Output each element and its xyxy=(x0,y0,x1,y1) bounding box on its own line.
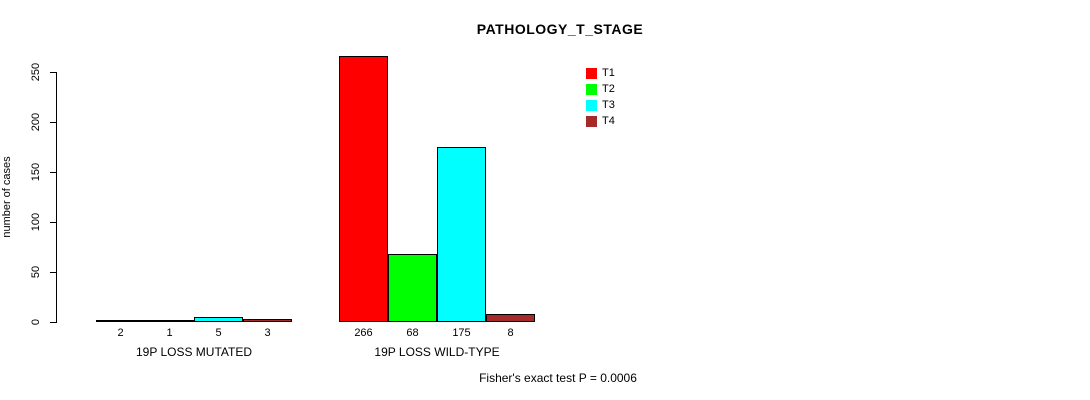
legend-swatch-T3 xyxy=(586,100,597,111)
bar-value-label: 266 xyxy=(354,327,373,339)
bar-T1 xyxy=(339,56,388,322)
y-tick xyxy=(50,122,56,123)
legend-item: T3 xyxy=(586,98,615,113)
y-tick-label: 50 xyxy=(30,265,42,279)
bar-value-label: 175 xyxy=(452,327,471,339)
bar-value-label: 5 xyxy=(215,327,222,339)
y-tick xyxy=(50,222,56,223)
y-tick xyxy=(50,72,56,73)
bar-T4 xyxy=(243,319,292,322)
chart-title: PATHOLOGY_T_STAGE xyxy=(476,21,644,37)
bar-T2 xyxy=(388,254,437,322)
bar-T2 xyxy=(145,320,194,322)
bar-T3 xyxy=(194,317,243,322)
bar-T3 xyxy=(437,147,486,322)
legend-label: T1 xyxy=(602,67,615,79)
y-tick xyxy=(50,172,56,173)
annotation-fisher-test: Fisher's exact test P = 0.0006 xyxy=(479,371,637,385)
y-tick-label: 0 xyxy=(30,318,42,326)
y-tick-label: 100 xyxy=(30,212,42,232)
y-tick xyxy=(50,272,56,273)
y-tick-label: 200 xyxy=(30,112,42,132)
legend-item: T2 xyxy=(586,82,615,97)
legend-label: T3 xyxy=(602,99,615,111)
legend-label: T4 xyxy=(602,115,615,127)
y-axis-line xyxy=(56,72,57,323)
legend-label: T2 xyxy=(602,83,615,95)
bar-value-label: 8 xyxy=(507,327,514,339)
legend-item: T4 xyxy=(586,114,615,129)
x-category-label: 19P LOSS MUTATED xyxy=(135,345,253,359)
y-tick xyxy=(50,322,56,323)
bar-value-label: 68 xyxy=(406,327,419,339)
legend-item: T1 xyxy=(586,66,615,81)
y-tick-label: 250 xyxy=(30,62,42,82)
bar-value-label: 1 xyxy=(166,327,173,339)
x-category-label: 19P LOSS WILD-TYPE xyxy=(374,345,500,359)
legend: T1 T2 T3 T4 xyxy=(586,66,615,130)
y-tick-label: 150 xyxy=(30,162,42,182)
legend-swatch-T1 xyxy=(586,68,597,79)
legend-swatch-T4 xyxy=(586,116,597,127)
y-axis-label: number of cases xyxy=(1,156,13,238)
bar-value-label: 2 xyxy=(117,327,124,339)
bar-T1 xyxy=(96,320,145,322)
bar-T4 xyxy=(486,314,535,322)
legend-swatch-T2 xyxy=(586,84,597,95)
bar-value-label: 3 xyxy=(264,327,271,339)
